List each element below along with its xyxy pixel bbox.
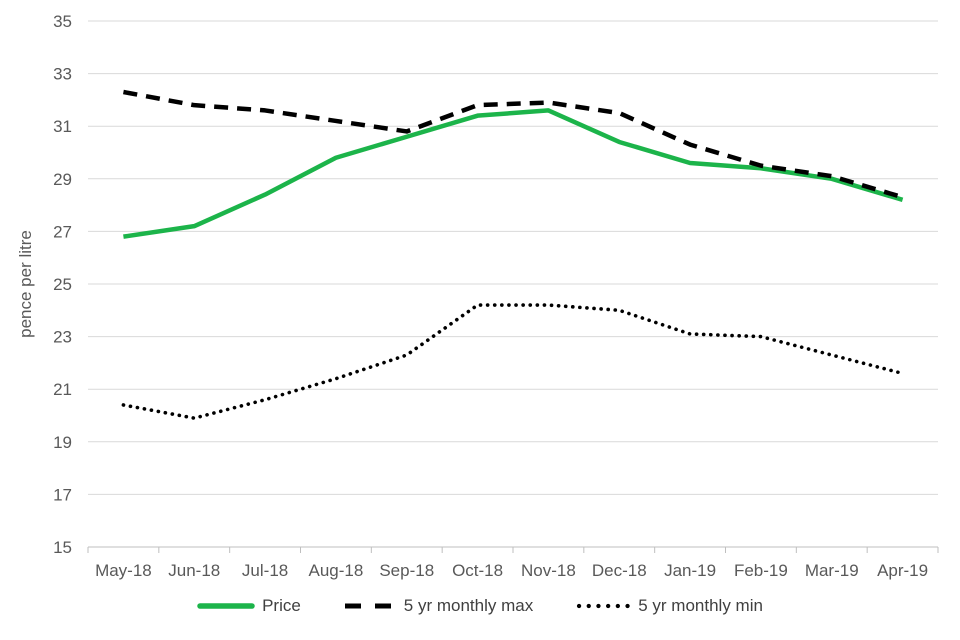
x-tick-label: Jun-18 [168,561,220,580]
x-tick-label: Aug-18 [309,561,364,580]
y-tick-label: 21 [53,380,72,399]
chart-legend: Price 5 yr monthly max 5 yr monthly min [0,596,960,616]
y-tick-label: 23 [53,328,72,347]
x-tick-label: Apr-19 [877,561,928,580]
legend-label-min: 5 yr monthly min [638,596,763,615]
x-tick-label: Nov-18 [521,561,576,580]
y-tick-label: 31 [53,117,72,136]
chart-svg: 15 17 19 21 23 25 27 29 31 33 35 May-18 Jun-18 Jul-18… [53,12,939,580]
x-tick-label: Dec-18 [592,561,647,580]
price-line-swatch [197,603,255,609]
series-line-price [123,108,904,239]
y-tick-label: 33 [53,65,72,84]
max-line-swatch [344,603,397,609]
y-tick-label: 29 [53,170,72,189]
y-axis-title: pence per litre [16,230,35,338]
y-tick-label: 35 [53,12,72,31]
legend-item-max: 5 yr monthly max [343,596,533,616]
x-tick-label: Sep-18 [379,561,434,580]
series-line-5-yr-monthly-min [121,303,905,420]
x-tick-label: Mar-19 [805,561,859,580]
x-tick-label: Jan-19 [664,561,716,580]
line-chart: 15 17 19 21 23 25 27 29 31 33 35 May-18 Jun-18 Jul-18… [53,12,939,580]
x-tick-label: Jul-18 [242,561,288,580]
x-tick-label: May-18 [95,561,152,580]
y-tick-label: 17 [53,485,72,504]
x-tick-label: Feb-19 [734,561,788,580]
legend-label-max: 5 yr monthly max [403,596,534,615]
legend-item-min: 5 yr monthly min [575,596,763,616]
x-tick-label: Oct-18 [452,561,503,580]
legend-label-price: Price [262,596,301,615]
series-line-5-yr-monthly-max [123,89,904,200]
legend-item-price: Price [197,596,301,616]
y-tick-label: 19 [53,433,72,452]
min-line-swatch [577,603,632,609]
y-tick-label: 27 [53,222,72,241]
y-tick-label: 25 [53,275,72,294]
y-tick-label: 15 [53,538,72,557]
